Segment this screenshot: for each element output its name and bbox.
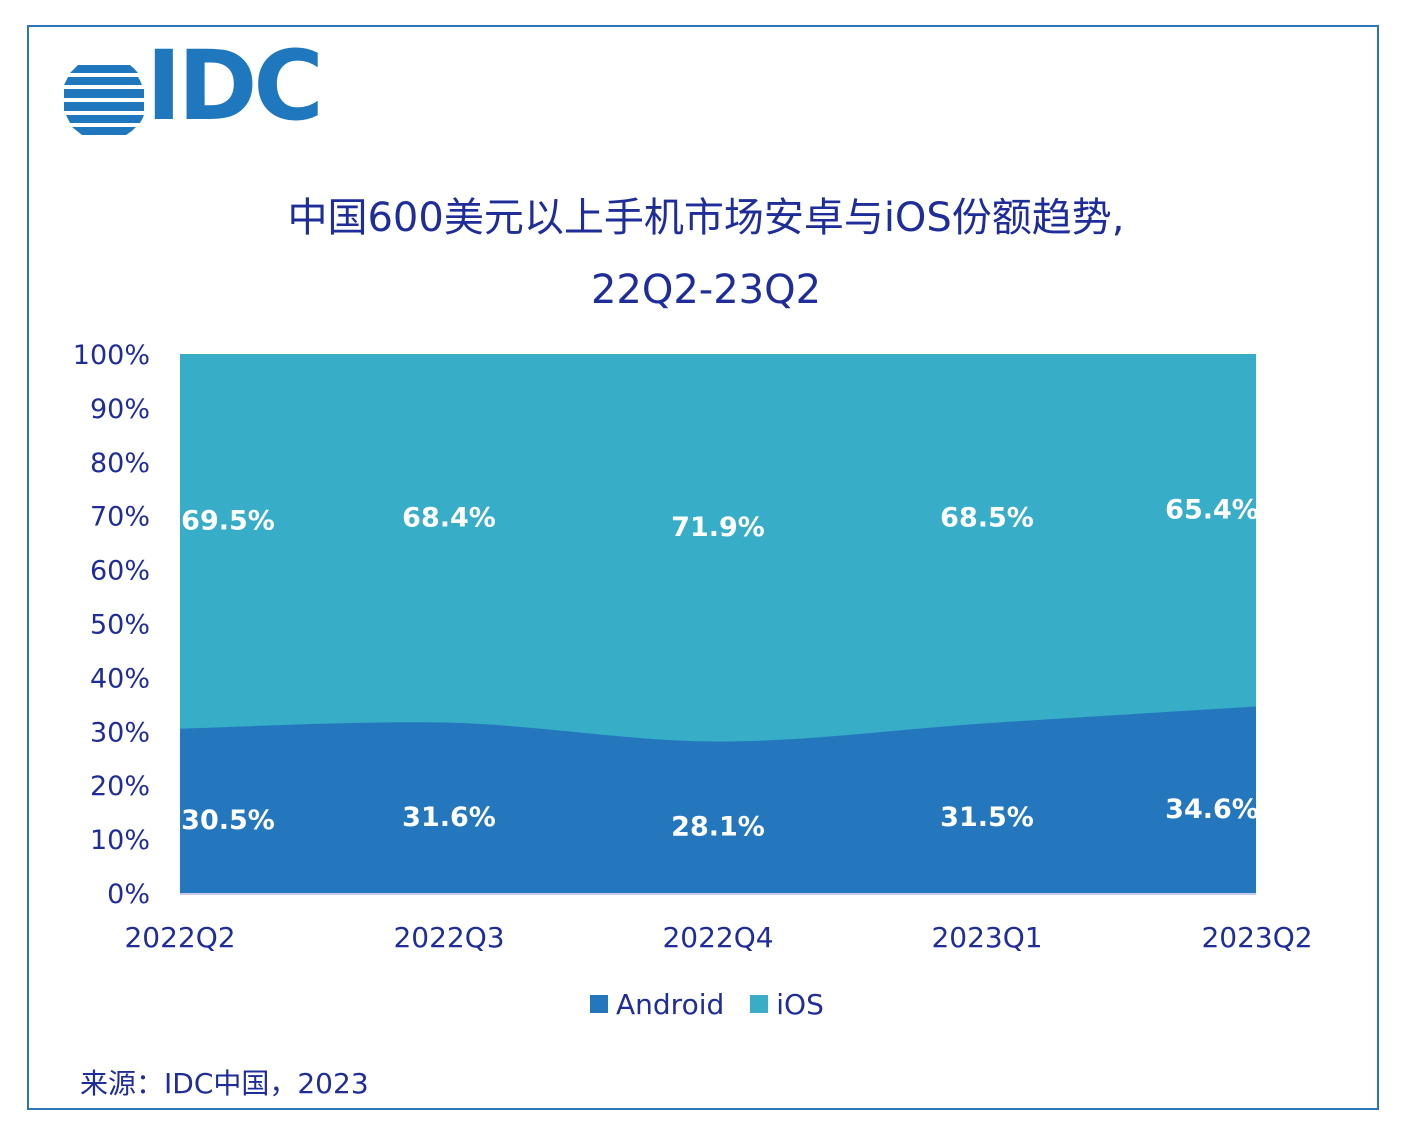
android-swatch [590, 995, 608, 1013]
legend-label-android: Android [616, 987, 725, 1021]
x-tick-label: 2023Q1 [931, 921, 1042, 954]
y-tick-label: 100% [73, 340, 150, 371]
x-tick-label: 2022Q3 [393, 921, 504, 954]
ios-data-label: 68.5% [940, 503, 1034, 534]
legend: Android iOS [590, 986, 850, 1022]
android-data-label: 28.1% [671, 811, 765, 842]
legend-item-ios: iOS [750, 988, 824, 1021]
y-tick-label: 10% [90, 825, 150, 856]
android-data-label: 30.5% [181, 805, 275, 836]
android-area [180, 706, 1256, 893]
logo-text: IDC [146, 30, 324, 142]
legend-item-android: Android [590, 988, 724, 1021]
y-tick-label: 80% [90, 448, 150, 479]
ios-swatch [750, 995, 769, 1013]
y-tick-label: 40% [90, 663, 150, 694]
x-tick-label: 2022Q4 [662, 921, 773, 954]
y-tick-label: 50% [90, 610, 150, 641]
android-data-label: 34.6% [1165, 794, 1259, 825]
y-tick-label: 20% [90, 771, 150, 802]
legend-label-ios: iOS [776, 987, 824, 1021]
ios-data-label: 69.5% [181, 505, 275, 536]
x-tick-label: 2023Q2 [1201, 921, 1312, 954]
ios-data-label: 65.4% [1165, 494, 1259, 525]
android-data-label: 31.6% [402, 802, 496, 833]
idc-logo [64, 65, 144, 135]
android-data-label: 31.5% [940, 802, 1034, 833]
y-tick-label: 0% [107, 879, 150, 910]
y-tick-label: 30% [90, 717, 150, 748]
chart-frame [27, 25, 1379, 1110]
chart-title-line1: 中国600美元以上手机市场安卓与iOS份额趋势, [287, 195, 1125, 241]
source-note: 来源：IDC中国，2023 [80, 1067, 369, 1100]
y-tick-label: 90% [90, 394, 150, 425]
y-tick-label: 70% [90, 502, 150, 533]
y-tick-label: 60% [90, 556, 150, 587]
globe-icon [64, 65, 144, 135]
ios-data-label: 68.4% [402, 502, 496, 533]
chart-title-line2: 22Q2-23Q2 [590, 267, 822, 313]
x-tick-label: 2022Q2 [124, 921, 235, 954]
ios-data-label: 71.9% [671, 512, 765, 543]
